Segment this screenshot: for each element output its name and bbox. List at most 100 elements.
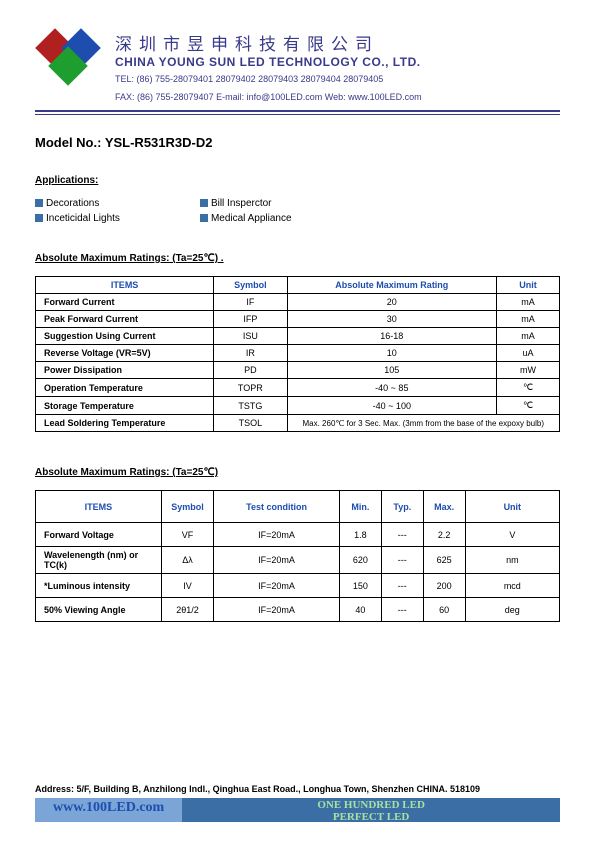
- bullet-icon: [35, 214, 43, 222]
- applications-col-2: Bill Insperctor Medical Appliance: [200, 198, 292, 228]
- cell: 2θ1/2: [161, 598, 213, 622]
- cell: 150: [339, 574, 381, 598]
- th-typ: Typ.: [381, 491, 423, 523]
- cell: 10: [287, 345, 497, 362]
- company-logo: [35, 30, 105, 80]
- cell: IF: [214, 294, 287, 311]
- table-row: Forward CurrentIF20mA: [36, 294, 560, 311]
- cell: Wavelenength (nm) or TC(k): [36, 547, 162, 574]
- th-condition: Test condition: [214, 491, 340, 523]
- cell: Δλ: [161, 547, 213, 574]
- cell: 1.8: [339, 523, 381, 547]
- slogan-1: ONE HUNDRED LED: [182, 799, 560, 811]
- model-value: YSL-R531R3D-D2: [105, 135, 213, 150]
- table-row: Storage TemperatureTSTG-40 ~ 100℃: [36, 397, 560, 415]
- cell: *Luminous intensity: [36, 574, 162, 598]
- cell: Forward Current: [36, 294, 214, 311]
- ratings-table-2: ITEMS Symbol Test condition Min. Typ. Ma…: [35, 490, 560, 622]
- cell: mW: [497, 362, 560, 379]
- footer-address: Address: 5/F, Building B, Anzhilong Indl…: [35, 784, 560, 794]
- cell: 16-18: [287, 328, 497, 345]
- slogan-2: PERFECT LED: [182, 811, 560, 823]
- footer-banner: www.100LED.com ONE HUNDRED LED PERFECT L…: [35, 798, 560, 822]
- cell: Peak Forward Current: [36, 311, 214, 328]
- bullet-icon: [200, 199, 208, 207]
- cell: ---: [381, 547, 423, 574]
- ratings2-title: Absolute Maximum Ratings: (Ta=25℃): [35, 467, 560, 478]
- cell: Reverse Voltage (VR=5V): [36, 345, 214, 362]
- footer-url: www.100LED.com: [35, 798, 182, 822]
- table-row: Suggestion Using CurrentISU16-18mA: [36, 328, 560, 345]
- table-row: Reverse Voltage (VR=5V)IR10uA: [36, 345, 560, 362]
- cell: ℃: [497, 397, 560, 415]
- table-row: Power DissipationPD105mW: [36, 362, 560, 379]
- cell: ISU: [214, 328, 287, 345]
- table-header-row: ITEMS Symbol Test condition Min. Typ. Ma…: [36, 491, 560, 523]
- contact-fax-email: FAX: (86) 755-28079407 E-mail: info@100L…: [115, 91, 560, 105]
- cell: 2.2: [423, 523, 465, 547]
- model-label: Model No.:: [35, 135, 105, 150]
- cell: -40 ~ 85: [287, 379, 497, 397]
- cell: 30: [287, 311, 497, 328]
- th-items: ITEMS: [36, 491, 162, 523]
- ratings1-title: Absolute Maximum Ratings: (Ta=25℃) .: [35, 253, 560, 264]
- th-unit: Unit: [497, 277, 560, 294]
- applications-title: Applications:: [35, 175, 560, 186]
- cell: IF=20mA: [214, 598, 340, 622]
- cell: Operation Temperature: [36, 379, 214, 397]
- footer-slogan: ONE HUNDRED LED PERFECT LED: [182, 798, 560, 822]
- th-max: Max.: [423, 491, 465, 523]
- cell: 625: [423, 547, 465, 574]
- cell: TOPR: [214, 379, 287, 397]
- cell: Lead Soldering Temperature: [36, 415, 214, 432]
- cell: 200: [423, 574, 465, 598]
- cell: 105: [287, 362, 497, 379]
- footer: Address: 5/F, Building B, Anzhilong Indl…: [35, 784, 560, 822]
- cell: VF: [161, 523, 213, 547]
- table-row: Operation TemperatureTOPR-40 ~ 85℃: [36, 379, 560, 397]
- table-row: *Luminous intensityIVIF=20mA150---200mcd: [36, 574, 560, 598]
- cell: IF=20mA: [214, 574, 340, 598]
- bullet-icon: [200, 214, 208, 222]
- cell: TSTG: [214, 397, 287, 415]
- table-row: Peak Forward CurrentIFP30mA: [36, 311, 560, 328]
- th-items: ITEMS: [36, 277, 214, 294]
- th-rating: Absolute Maximum Rating: [287, 277, 497, 294]
- cell: uA: [497, 345, 560, 362]
- model-number: Model No.: YSL-R531R3D-D2: [35, 135, 560, 150]
- cell: deg: [465, 598, 559, 622]
- app-item: Inceticidal Lights: [35, 213, 120, 224]
- table-row: Lead Soldering TemperatureTSOLMax. 260℃ …: [36, 415, 560, 432]
- cell: mA: [497, 294, 560, 311]
- cell: Suggestion Using Current: [36, 328, 214, 345]
- th-symbol: Symbol: [161, 491, 213, 523]
- table-row: Forward VoltageVFIF=20mA1.8---2.2V: [36, 523, 560, 547]
- cell: Max. 260℃ for 3 Sec. Max. (3mm from the …: [287, 415, 559, 432]
- cell: ---: [381, 598, 423, 622]
- app-label: Bill Insperctor: [211, 198, 272, 209]
- cell: IR: [214, 345, 287, 362]
- applications-list: Decorations Inceticidal Lights Bill Insp…: [35, 198, 560, 228]
- cell: V: [465, 523, 559, 547]
- cell: IFP: [214, 311, 287, 328]
- th-unit: Unit: [465, 491, 559, 523]
- app-item: Medical Appliance: [200, 213, 292, 224]
- cell: Forward Voltage: [36, 523, 162, 547]
- app-item: Bill Insperctor: [200, 198, 292, 209]
- cell: nm: [465, 547, 559, 574]
- company-name-en: CHINA YOUNG SUN LED TECHNOLOGY CO., LTD.: [115, 55, 560, 69]
- cell: IV: [161, 574, 213, 598]
- cell: mcd: [465, 574, 559, 598]
- header-divider: [35, 110, 560, 115]
- cell: mA: [497, 311, 560, 328]
- th-symbol: Symbol: [214, 277, 287, 294]
- contact-tel: TEL: (86) 755-28079401 28079402 28079403…: [115, 73, 560, 87]
- applications-col-1: Decorations Inceticidal Lights: [35, 198, 120, 228]
- table-row: 50% Viewing Angle2θ1/2IF=20mA40---60deg: [36, 598, 560, 622]
- table-header-row: ITEMS Symbol Absolute Maximum Rating Uni…: [36, 277, 560, 294]
- cell: ---: [381, 574, 423, 598]
- cell: 620: [339, 547, 381, 574]
- cell: IF=20mA: [214, 547, 340, 574]
- app-label: Decorations: [46, 198, 99, 209]
- header: 深圳市昱申科技有限公司 CHINA YOUNG SUN LED TECHNOLO…: [35, 30, 560, 104]
